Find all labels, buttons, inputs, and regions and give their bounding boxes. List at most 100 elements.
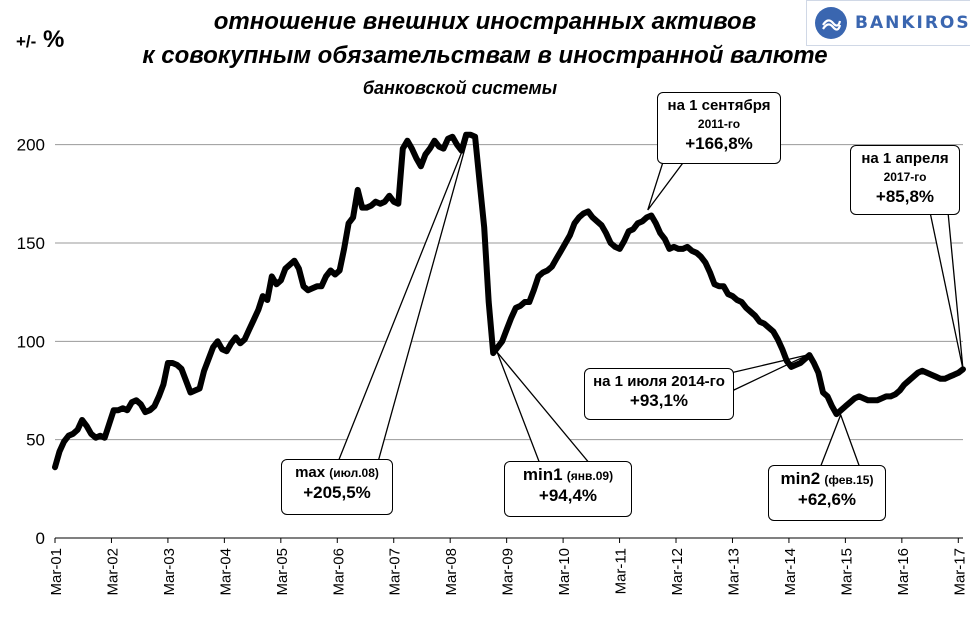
data-point xyxy=(695,251,699,255)
data-point xyxy=(220,347,224,351)
data-point xyxy=(564,241,568,245)
annotation-sep-2011-line2: 2011-го xyxy=(697,117,741,131)
data-point xyxy=(338,269,342,273)
data-point xyxy=(238,341,242,345)
data-point xyxy=(342,247,346,251)
data-point xyxy=(53,465,57,469)
data-point xyxy=(333,273,337,277)
data-point xyxy=(875,398,879,402)
annotation-min1: min1 (янв.09) +94,4% xyxy=(504,461,632,517)
data-point xyxy=(902,383,906,387)
data-point xyxy=(848,400,852,404)
x-tick-label: Mar-14 xyxy=(782,548,799,596)
data-point xyxy=(116,408,120,412)
data-point xyxy=(256,308,260,312)
data-point xyxy=(541,271,545,275)
data-point xyxy=(807,353,811,357)
data-point xyxy=(514,306,518,310)
annotation-jul-2014-value: +93,1% xyxy=(629,391,689,410)
data-point xyxy=(225,349,229,353)
data-point xyxy=(112,408,116,412)
data-point xyxy=(857,394,861,398)
data-point xyxy=(952,373,956,377)
data-point xyxy=(419,164,423,168)
annotation-min2-date: (фев.15) xyxy=(824,473,874,487)
data-point xyxy=(460,149,464,153)
data-point xyxy=(839,408,843,412)
annotation-min2-pointer xyxy=(819,413,861,469)
data-point xyxy=(505,328,509,332)
data-point xyxy=(645,215,649,219)
data-point xyxy=(473,135,477,139)
data-point xyxy=(134,398,138,402)
annotation-max-date: (июл.08) xyxy=(329,466,379,480)
data-point xyxy=(130,400,134,404)
y-tick-label: 200 xyxy=(17,136,45,155)
data-point xyxy=(789,365,793,369)
data-point xyxy=(464,133,468,137)
annotation-sep-2011: на 1 сентября 2011-го +166,8% xyxy=(657,92,781,164)
annotation-sep-2011-line1: на 1 сентября xyxy=(667,97,771,114)
data-point xyxy=(297,267,301,271)
data-point xyxy=(771,330,775,334)
data-point xyxy=(157,394,161,398)
data-point xyxy=(826,394,830,398)
x-tick-label: Mar-10 xyxy=(556,548,573,596)
data-point xyxy=(94,436,98,440)
data-point xyxy=(929,373,933,377)
data-point xyxy=(347,221,351,225)
data-point xyxy=(830,404,834,408)
data-point xyxy=(853,396,857,400)
data-point xyxy=(392,200,396,204)
annotation-jul-2014-line1: на 1 июля 2014-го xyxy=(593,373,725,390)
data-point xyxy=(487,300,491,304)
data-point xyxy=(947,375,951,379)
x-tick-label: Mar-02 xyxy=(104,548,121,596)
data-point xyxy=(451,135,455,139)
data-point xyxy=(893,392,897,396)
data-point xyxy=(410,147,414,151)
data-point xyxy=(437,145,441,149)
data-point xyxy=(794,363,798,367)
data-point xyxy=(726,292,730,296)
data-point xyxy=(455,143,459,147)
data-point xyxy=(265,298,269,302)
data-point xyxy=(229,341,233,345)
data-point xyxy=(573,221,577,225)
data-point xyxy=(568,233,572,237)
bankiros-logo[interactable]: BANKIROS xyxy=(806,0,970,46)
data-point xyxy=(306,288,310,292)
data-point xyxy=(143,410,147,414)
data-point xyxy=(274,282,278,286)
data-point xyxy=(491,351,495,355)
data-point xyxy=(80,418,84,422)
data-point xyxy=(320,284,324,288)
data-point xyxy=(545,269,549,273)
y-axis-unit-symbol: % xyxy=(42,26,65,53)
data-point xyxy=(442,147,446,151)
data-point xyxy=(234,335,238,339)
data-point xyxy=(627,229,631,233)
data-point xyxy=(749,310,753,314)
data-point xyxy=(550,265,554,269)
data-point xyxy=(243,337,247,341)
data-point xyxy=(559,249,563,253)
data-point xyxy=(148,408,152,412)
data-point xyxy=(582,212,586,216)
data-point xyxy=(780,347,784,351)
data-point xyxy=(821,391,825,395)
y-axis-unit-prefix: +/- xyxy=(16,32,37,51)
data-point xyxy=(731,294,735,298)
annotation-max: max (июл.08) +205,5% xyxy=(281,459,393,515)
data-point xyxy=(753,314,757,318)
x-tick-label: Mar-16 xyxy=(895,548,912,596)
data-point xyxy=(180,367,184,371)
data-point xyxy=(577,215,581,219)
data-point xyxy=(812,361,816,365)
data-point xyxy=(252,318,256,322)
data-point xyxy=(423,153,427,157)
data-point xyxy=(735,298,739,302)
data-point xyxy=(898,389,902,393)
data-point xyxy=(85,424,89,428)
